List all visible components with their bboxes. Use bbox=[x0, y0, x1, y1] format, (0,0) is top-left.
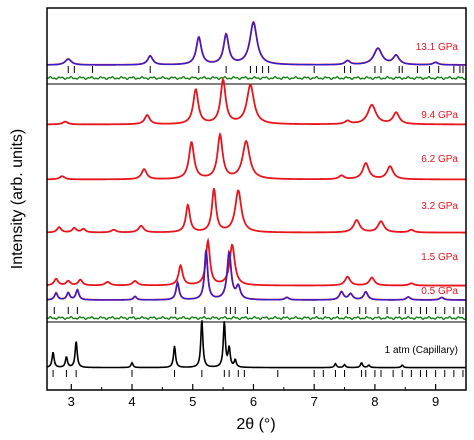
pattern-line-6-2-gpa bbox=[46, 131, 466, 181]
x-axis: 3 4 5 6 7 8 9 bbox=[68, 384, 439, 409]
pattern-line-9-4-gpa bbox=[46, 77, 466, 126]
pattern-line-1-5-gpa bbox=[46, 237, 466, 287]
pressure-label-13-1-gpa: 13.1 GPa bbox=[416, 42, 459, 53]
difference-line-13-1-gpa bbox=[46, 75, 467, 81]
pattern-line-1-atm-capillary bbox=[46, 320, 466, 369]
panel-dividers bbox=[47, 83, 466, 323]
pattern-line-3-2-gpa bbox=[46, 188, 466, 234]
pressure-label-0-5-gpa: 0.5 GPa bbox=[421, 286, 458, 297]
pressure-labels: 13.1 GPa 9.4 GPa 6.2 GPa 3.2 GPa 1.5 GPa 0.5 … bbox=[385, 42, 459, 356]
x-tick-label: 7 bbox=[311, 394, 318, 409]
pressure-label-1-5-gpa: 1.5 GPa bbox=[421, 252, 458, 263]
pressure-label-3-2-gpa: 3.2 GPa bbox=[421, 201, 458, 212]
x-axis-label: 2θ (°) bbox=[236, 416, 275, 433]
x-tick-label: 8 bbox=[371, 394, 378, 409]
fit-line-13-1-gpa bbox=[46, 21, 466, 66]
pressure-label-9-4-gpa: 9.4 GPa bbox=[421, 110, 458, 121]
x-tick-label: 5 bbox=[189, 394, 196, 409]
y-axis-label: Intensity (arb. units) bbox=[9, 129, 26, 270]
fit-line-0-5-gpa bbox=[46, 250, 466, 301]
x-tick-label: 4 bbox=[128, 394, 135, 409]
pressure-label-1-atm-capillary: 1 atm (Capillary) bbox=[385, 345, 458, 356]
x-tick-label: 3 bbox=[68, 394, 75, 409]
reflection-ticks bbox=[52, 66, 464, 377]
diffraction-curves bbox=[46, 20, 467, 369]
difference-line-0-5-gpa bbox=[46, 315, 467, 321]
x-tick-label: 9 bbox=[432, 394, 439, 409]
x-tick-label: 6 bbox=[250, 394, 257, 409]
pressure-label-6-2-gpa: 6.2 GPa bbox=[421, 154, 458, 165]
plot-frame bbox=[46, 7, 467, 391]
